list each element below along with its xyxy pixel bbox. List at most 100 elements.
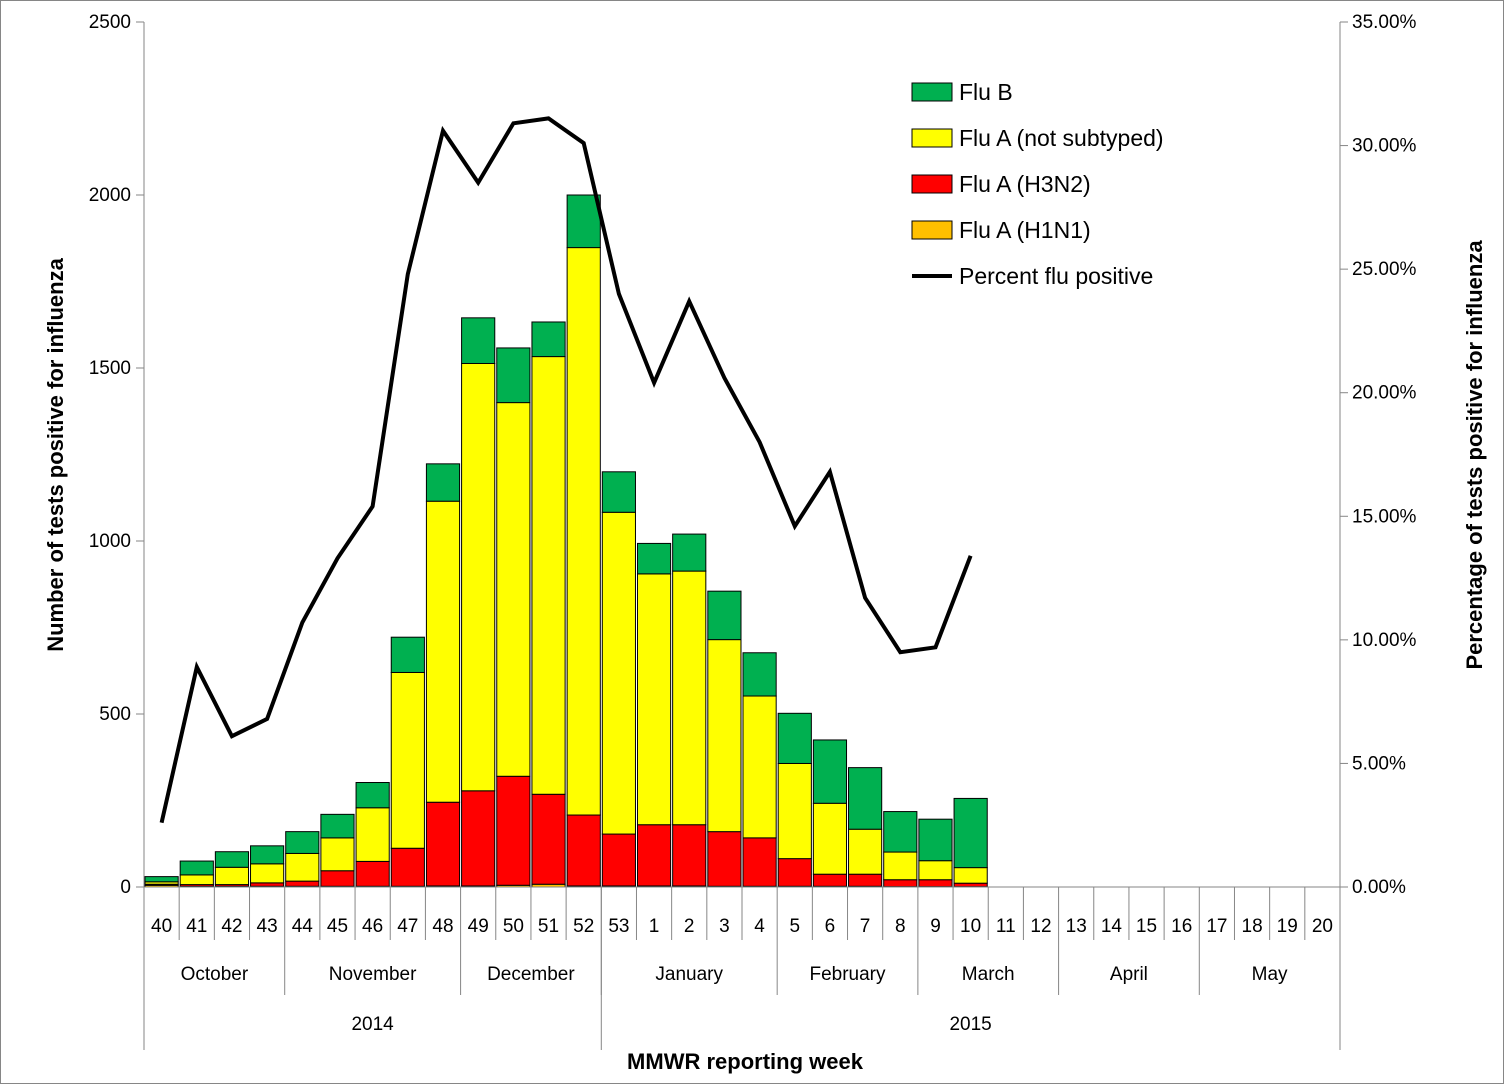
legend-swatch xyxy=(912,221,952,239)
bar-segment xyxy=(321,838,354,871)
bar-segment xyxy=(637,574,670,825)
x-tick-label: 44 xyxy=(292,916,314,937)
y-axis-title: Number of tests positive for influenza xyxy=(43,257,68,651)
bar-segment xyxy=(180,861,213,875)
legend-label: Flu A (H3N2) xyxy=(959,171,1091,197)
bar-segment xyxy=(391,672,424,848)
y2-tick-label: 10.00% xyxy=(1352,630,1417,651)
month-label: December xyxy=(487,964,575,985)
bar-segment xyxy=(884,852,917,880)
bar-segment xyxy=(321,871,354,887)
bar-segment xyxy=(919,819,952,861)
bar-segment xyxy=(708,832,741,887)
bar-segment xyxy=(567,195,600,248)
y2-tick-label: 5.00% xyxy=(1352,753,1406,774)
legend-swatch xyxy=(912,175,952,193)
month-label: January xyxy=(655,964,723,985)
bar-segment xyxy=(673,825,706,886)
bar-segment xyxy=(778,763,811,858)
month-label: April xyxy=(1110,964,1148,985)
bar-segment xyxy=(602,472,635,512)
bar-segment xyxy=(954,883,987,886)
x-tick-label: 50 xyxy=(503,916,524,937)
bar-segment xyxy=(602,834,635,886)
bar-segment xyxy=(813,803,846,874)
x-tick-label: 5 xyxy=(790,916,801,937)
month-label: October xyxy=(181,964,249,985)
legend-label: Flu A (not subtyped) xyxy=(959,125,1164,151)
bar-segment xyxy=(919,880,952,887)
x-tick-label: 20 xyxy=(1312,916,1333,937)
x-tick-label: 17 xyxy=(1206,916,1227,937)
bar-segment xyxy=(919,861,952,880)
legend-swatch xyxy=(912,129,952,147)
x-tick-label: 8 xyxy=(895,916,906,937)
y-tick-label: 500 xyxy=(99,704,131,725)
y-tick-label: 2500 xyxy=(89,12,131,33)
bar-segment xyxy=(673,571,706,825)
x-tick-label: 16 xyxy=(1171,916,1192,937)
bar-segment xyxy=(286,881,319,886)
bar-segment xyxy=(602,512,635,834)
bar-segment xyxy=(497,403,530,777)
x-tick-label: 53 xyxy=(608,916,629,937)
x-tick-label: 19 xyxy=(1277,916,1298,937)
bar-segment xyxy=(567,248,600,815)
y2-tick-label: 15.00% xyxy=(1352,506,1417,527)
bar-segment xyxy=(954,798,987,867)
bar-segment xyxy=(813,874,846,886)
x-tick-label: 48 xyxy=(432,916,453,937)
month-label: February xyxy=(809,964,886,985)
x-tick-label: 2 xyxy=(684,916,695,937)
x-tick-label: 10 xyxy=(960,916,981,937)
bar-segment xyxy=(532,357,565,795)
x-tick-label: 6 xyxy=(825,916,836,937)
x-tick-label: 40 xyxy=(151,916,172,937)
y-tick-label: 0 xyxy=(120,877,131,898)
bar-segment xyxy=(426,802,459,886)
legend-label: Flu A (H1N1) xyxy=(959,217,1091,243)
bar-segment xyxy=(215,867,248,884)
month-label: May xyxy=(1252,964,1288,985)
bar-segment xyxy=(813,740,846,803)
y2-tick-label: 30.00% xyxy=(1352,136,1417,157)
bar-segment xyxy=(145,877,178,882)
bar-segment xyxy=(532,794,565,884)
bar-segment xyxy=(884,812,917,852)
bar-segment xyxy=(426,464,459,501)
y-tick-label: 2000 xyxy=(89,185,131,206)
bar-segment xyxy=(849,829,882,874)
y2-tick-label: 35.00% xyxy=(1352,12,1417,33)
x-tick-label: 47 xyxy=(397,916,418,937)
x-tick-label: 11 xyxy=(996,916,1016,937)
y2-tick-label: 0.00% xyxy=(1352,877,1406,898)
x-tick-label: 13 xyxy=(1066,916,1087,937)
month-label: March xyxy=(962,964,1015,985)
legend-label: Flu B xyxy=(959,79,1013,105)
bar-segment xyxy=(356,783,389,808)
y-tick-label: 1500 xyxy=(89,358,131,379)
bar-segment xyxy=(884,880,917,887)
bar-segment xyxy=(251,846,284,864)
bar-segment xyxy=(708,591,741,639)
bar-segment xyxy=(637,543,670,573)
bar-segment xyxy=(426,501,459,802)
x-tick-label: 9 xyxy=(930,916,941,937)
bar-segment xyxy=(637,825,670,886)
bar-segment xyxy=(321,814,354,838)
bar-segment xyxy=(286,853,319,881)
bar-segment xyxy=(286,832,319,854)
bar-segment xyxy=(849,768,882,830)
x-tick-label: 7 xyxy=(860,916,871,937)
bar-segment xyxy=(356,861,389,886)
bar-segment xyxy=(532,322,565,357)
y2-tick-label: 25.00% xyxy=(1352,259,1417,280)
x-tick-label: 1 xyxy=(649,916,660,937)
bar-segment xyxy=(251,864,284,883)
bar-segment xyxy=(391,637,424,672)
bar-segment xyxy=(743,653,776,696)
bar-segment xyxy=(778,713,811,763)
y2-axis-title: Percentage of tests positive for influen… xyxy=(1462,240,1487,670)
